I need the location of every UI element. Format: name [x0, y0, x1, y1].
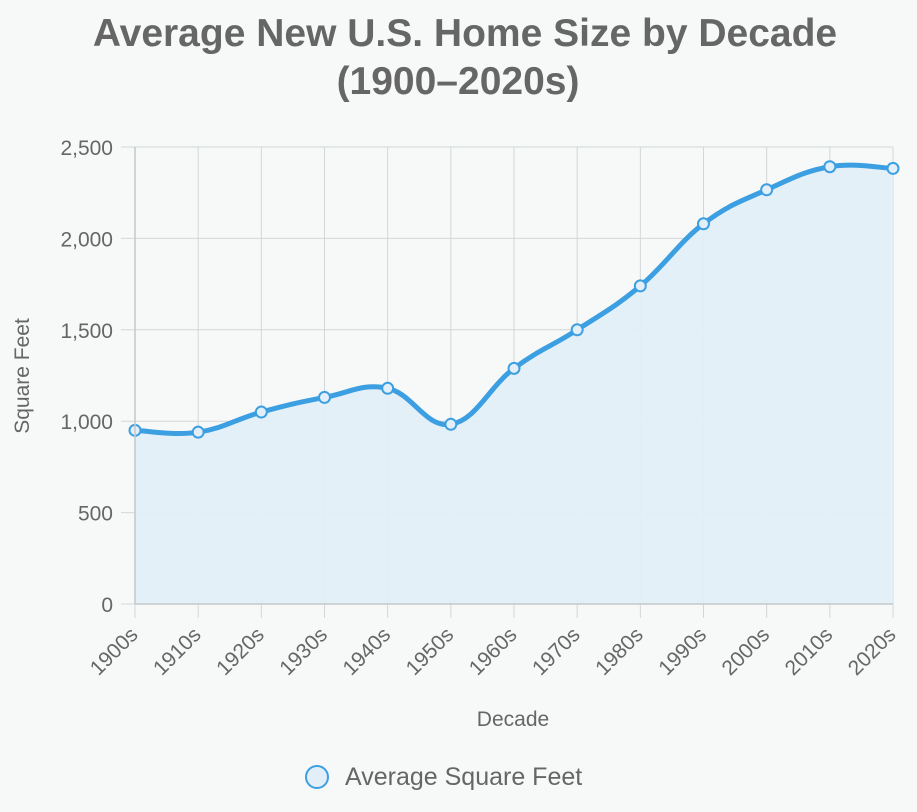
x-tick-label: 1960s	[465, 623, 522, 680]
data-point-1980s	[633, 279, 647, 293]
data-points	[128, 160, 900, 439]
x-tick-label: 1920s	[212, 623, 269, 680]
x-tick-label: 1940s	[338, 623, 395, 680]
x-tick-label: 1990s	[654, 623, 711, 680]
legend-label: Average Square Feet	[345, 763, 582, 791]
data-point-1960s	[507, 361, 521, 375]
x-axis-title: Decade	[477, 708, 549, 731]
x-tick-label: 2010s	[781, 623, 838, 680]
data-point-2000s	[760, 183, 774, 197]
y-tick-label: 0	[101, 594, 113, 617]
data-point-1950s	[444, 417, 458, 431]
legend-marker	[305, 765, 329, 789]
area-fill	[135, 165, 893, 604]
data-point-1990s	[697, 217, 710, 231]
x-tick-label: 2000s	[717, 623, 774, 680]
data-point-1970s	[570, 323, 584, 337]
y-tick-label: 500	[78, 503, 113, 526]
y-tick-label: 1,000	[60, 411, 113, 434]
y-axis-title: Square Feet	[11, 318, 34, 434]
x-tick-label: 1900s	[86, 623, 143, 680]
chart-title-line-2: (1900–2020s)	[337, 60, 580, 103]
x-tick-label: 1980s	[591, 623, 648, 680]
x-tick-label: 2020s	[844, 623, 901, 680]
data-point-1910s	[191, 425, 205, 439]
y-tick-label: 1,500	[60, 320, 113, 343]
x-tick-label: 1950s	[402, 623, 459, 680]
x-tick-label: 1970s	[528, 623, 585, 680]
data-point-1940s	[381, 381, 395, 395]
area-fill-layer	[135, 165, 893, 604]
x-tick-label: 1910s	[149, 623, 206, 680]
x-tick-label: 1930s	[275, 623, 332, 680]
data-point-1930s	[318, 390, 331, 404]
chart-title-line-1: Average New U.S. Home Size by Decade	[93, 12, 837, 55]
data-point-1920s	[254, 405, 268, 419]
y-tick-label: 2,000	[60, 228, 113, 251]
data-point-2020s	[886, 161, 900, 175]
y-tick-label: 2,500	[60, 137, 113, 160]
data-point-2010s	[823, 160, 837, 174]
legend[interactable]: Average Square Feet	[305, 763, 582, 791]
